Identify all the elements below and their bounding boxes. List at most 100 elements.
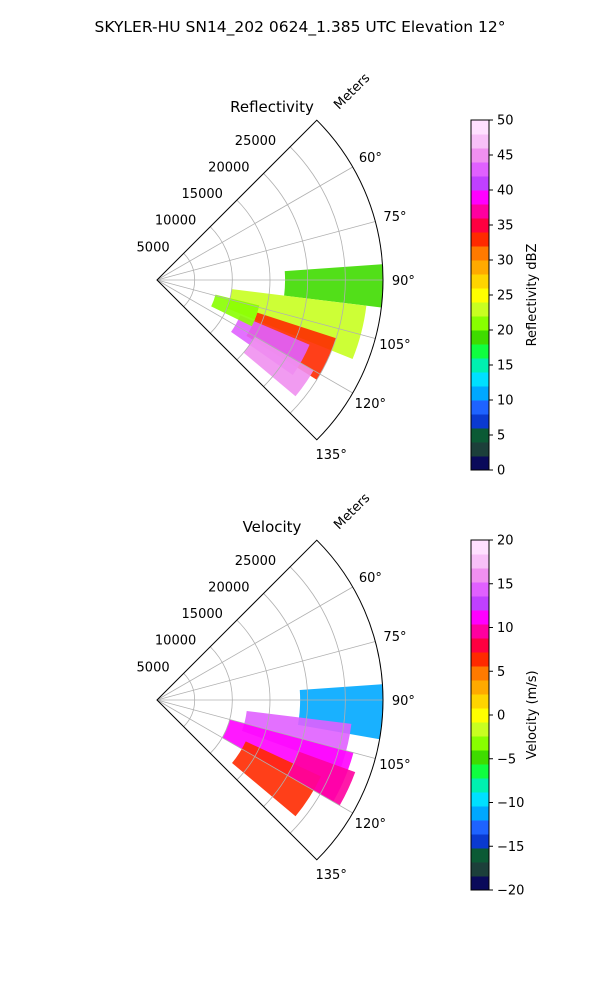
colorbar-segment — [471, 624, 489, 639]
velocity-title: Velocity — [243, 518, 302, 536]
colorbar-segment — [471, 148, 489, 163]
velocity-ticks: 60° 75° 90° 105° 120° 135° 5000 10000 15000 20000… — [137, 554, 415, 883]
azimuth-spoke — [156, 699, 353, 814]
colorbar-tick-label: 25 — [497, 289, 514, 304]
azimuth-spoke — [156, 221, 376, 281]
echo-region — [284, 264, 383, 308]
azimuth-tick-label: 135° — [316, 868, 347, 883]
colorbar-segment — [471, 610, 489, 625]
colorbar-tick-label: −20 — [497, 884, 524, 899]
colorbar-segment — [471, 862, 489, 877]
reflectivity-title: Reflectivity — [230, 98, 314, 116]
range-tick-label: 10000 — [155, 634, 196, 649]
colorbar-segment — [471, 372, 489, 387]
colorbar-segment — [471, 596, 489, 611]
range-tick-label: 20000 — [208, 580, 249, 595]
azimuth-spoke — [156, 699, 376, 759]
colorbar-segment — [471, 694, 489, 709]
colorbar-segment — [471, 400, 489, 415]
colorbar-segment — [471, 876, 489, 891]
colorbar-segment — [471, 806, 489, 821]
colorbar-segment — [471, 708, 489, 723]
reflectivity-colorbar-label: Reflectivity dBZ — [525, 244, 540, 347]
velocity-colorbar-label: Velocity (m/s) — [525, 670, 540, 759]
azimuth-tick-label: 120° — [355, 397, 386, 412]
echo-region — [232, 741, 321, 817]
range-tick-label: 10000 — [155, 214, 196, 229]
colorbar-tick-label: 20 — [497, 534, 514, 549]
range-tick-label: 5000 — [137, 240, 170, 255]
colorbar-segment — [471, 582, 489, 597]
colorbar-tick-label: 30 — [497, 254, 514, 269]
colorbar-segment — [471, 568, 489, 583]
colorbar-tick-label: 15 — [497, 359, 514, 374]
colorbar-tick-label: 10 — [497, 394, 514, 409]
azimuth-spoke — [156, 641, 376, 701]
colorbar-tick-label: 20 — [497, 324, 514, 339]
range-tick-label: 15000 — [182, 187, 223, 202]
reflectivity-echoes — [211, 264, 383, 397]
colorbar-tick-label: −5 — [497, 752, 516, 767]
colorbar-tick-label: 0 — [497, 709, 505, 724]
colorbar-segment — [471, 652, 489, 667]
reflectivity-colorbar: 0 5 10 15 20 25 30 35 40 45 50 — [470, 114, 514, 479]
reflectivity-range-label: Meters — [331, 71, 373, 113]
colorbar-segment — [471, 792, 489, 807]
azimuth-spoke — [156, 279, 353, 394]
colorbar-segment — [471, 442, 489, 457]
colorbar-segment — [471, 414, 489, 429]
azimuth-tick-label: 90° — [392, 274, 415, 289]
echo-region — [243, 336, 314, 397]
azimuth-tick-label: 135° — [316, 448, 347, 463]
colorbar-segment — [471, 120, 489, 135]
colorbar-tick-label: 35 — [497, 219, 514, 234]
colorbar-segment — [471, 218, 489, 233]
colorbar-segment — [471, 330, 489, 345]
azimuth-tick-label: 75° — [383, 210, 406, 225]
azimuth-spoke — [156, 586, 353, 701]
colorbar-segment — [471, 302, 489, 317]
azimuth-tick-label: 120° — [355, 817, 386, 832]
colorbar-segment — [471, 750, 489, 765]
figure-suptitle: SKYLER-HU SN14_202 0624_1.385 UTC Elevat… — [95, 18, 506, 37]
colorbar-tick-label: −10 — [497, 796, 524, 811]
colorbar-segment — [471, 232, 489, 247]
colorbar-segment — [471, 722, 489, 737]
colorbar-tick-label: 0 — [497, 464, 505, 479]
reflectivity-ticks: 60° 75° 90° 105° 120° 135° 5000 10000 15000 20000… — [137, 134, 415, 463]
colorbar-segment — [471, 260, 489, 275]
colorbar-segment — [471, 190, 489, 205]
colorbar-tick-label: 5 — [497, 429, 505, 444]
colorbar-segment — [471, 456, 489, 471]
colorbar-segment — [471, 680, 489, 695]
colorbar-segment — [471, 176, 489, 191]
colorbar-tick-label: 5 — [497, 665, 505, 680]
range-tick-label: 25000 — [235, 554, 276, 569]
colorbar-segment — [471, 204, 489, 219]
sector-outline — [156, 119, 384, 441]
azimuth-tick-label: 105° — [379, 338, 410, 353]
colorbar-segment — [471, 428, 489, 443]
colorbar-tick-label: 50 — [497, 114, 514, 129]
azimuth-tick-label: 60° — [359, 151, 382, 166]
colorbar-segment — [471, 666, 489, 681]
reflectivity-grid — [156, 119, 384, 441]
colorbar-segment — [471, 162, 489, 177]
azimuth-spoke — [156, 166, 353, 281]
colorbar-tick-label: 15 — [497, 577, 514, 592]
colorbar-tick-label: 40 — [497, 184, 514, 199]
velocity-grid — [156, 539, 384, 861]
velocity-range-label: Meters — [331, 491, 373, 533]
range-tick-label: 15000 — [182, 607, 223, 622]
colorbar-segment — [471, 134, 489, 149]
sector-outline — [156, 539, 384, 861]
azimuth-spoke — [156, 279, 376, 339]
colorbar-segment — [471, 638, 489, 653]
colorbar-segment — [471, 554, 489, 569]
colorbar-segment — [471, 274, 489, 289]
echo-region — [211, 294, 260, 327]
colorbar-segment — [471, 358, 489, 373]
colorbar-segment — [471, 316, 489, 331]
echo-region — [287, 751, 356, 806]
